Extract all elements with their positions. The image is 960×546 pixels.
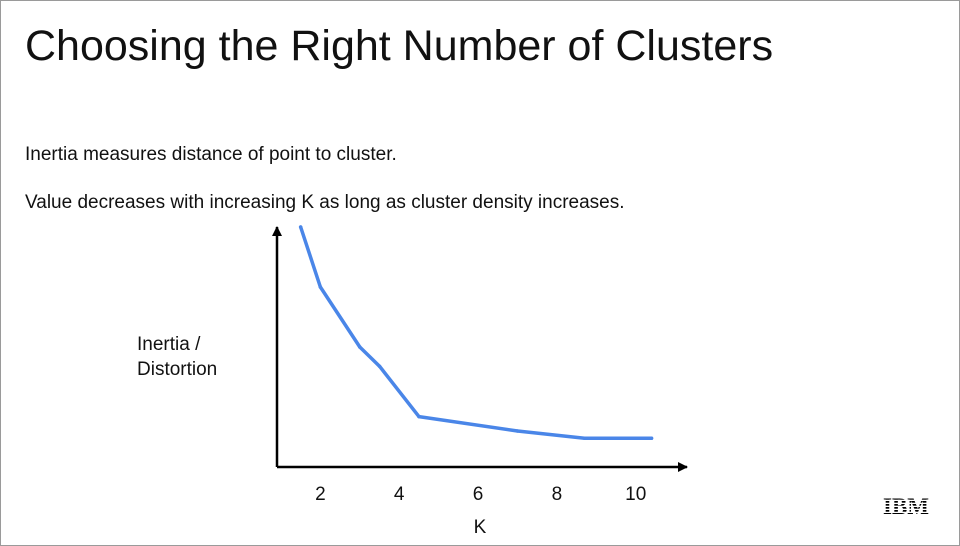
curve-point — [417, 414, 421, 419]
x-axis-label: K — [474, 517, 487, 538]
y-axis-label-line-1: Inertia / — [137, 334, 201, 355]
curve-point — [649, 436, 654, 440]
x-tick-label: 2 — [315, 484, 326, 505]
curve-point — [377, 364, 382, 368]
curve-points — [298, 225, 654, 440]
y-axis-label: Inertia / Distortion — [137, 332, 217, 382]
x-tick-label: 8 — [552, 484, 563, 505]
ibm-logo-lettering: IBM — [883, 495, 929, 517]
x-tick-label: 4 — [394, 484, 405, 505]
ibm-logo: IBM — [883, 495, 929, 517]
curve-point — [358, 345, 362, 349]
curve-point — [515, 429, 520, 433]
curve-point — [318, 285, 323, 289]
bullet-text-2: Value decreases with increasing K as lon… — [25, 192, 625, 213]
x-tick-label: 10 — [625, 484, 646, 505]
x-tick-labels: 2 4 6 8 10 — [315, 484, 646, 505]
curve-point — [582, 436, 587, 440]
bullet-text-1: Inertia measures distance of point to cl… — [25, 144, 397, 165]
slide-title: Choosing the Right Number of Clusters — [25, 22, 774, 70]
x-tick-label: 6 — [473, 484, 484, 505]
inertia-curve — [298, 225, 654, 440]
y-axis-label-line-2: Distortion — [137, 359, 218, 380]
curve-point — [298, 225, 303, 229]
